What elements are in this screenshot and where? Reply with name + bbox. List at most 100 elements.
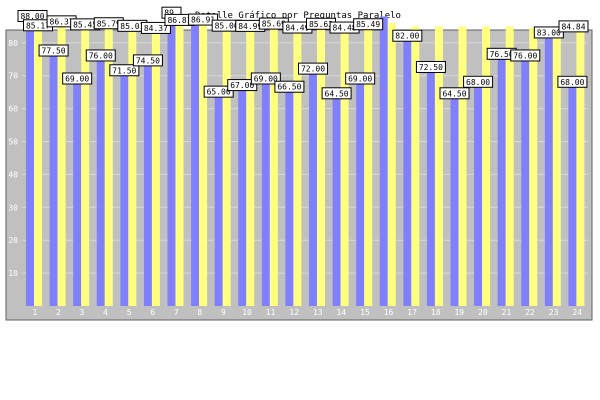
x-tick-label: 11 [266,308,276,317]
bar-series-2 [34,25,42,306]
bar-series-1 [191,16,200,306]
data-label: 86.81 [167,16,191,25]
bar-series-1 [474,82,483,306]
bar-series-1 [96,55,105,307]
bar-series-2 [458,26,467,306]
data-label-box [227,79,258,92]
bar-series-2 [128,26,137,306]
data-label: 84.84 [561,22,585,31]
bar-series-2 [269,24,278,307]
data-label-box [62,72,93,85]
x-tick-label: 13 [313,308,323,317]
bar-series-2 [151,28,160,306]
data-label: 68.00 [560,78,584,87]
data-label: 85.69 [262,20,286,29]
bar-series-1 [214,92,223,307]
data-label: 67.00 [230,81,254,90]
y-tick-label: 10 [8,269,18,278]
x-tick-label: 3 [80,308,85,317]
bar-series-1 [426,67,435,306]
x-tick-label: 9 [221,308,226,317]
bar-series-1 [356,78,365,307]
y-tick-label: 70 [8,72,18,81]
data-label-box [533,26,564,39]
bar-series-2 [576,26,585,306]
data-label: 85.79 [97,19,121,28]
data-label-box [250,72,281,85]
x-tick-label: 17 [407,308,417,317]
y-axis-ticks: 10 20 30 40 50 60 70 80 [8,39,18,278]
bar-series-2 [482,26,491,306]
data-label-box [132,54,163,67]
data-label: 89. [164,9,178,18]
data-label: 86.37 [50,17,74,26]
data-label: 72.50 [419,63,443,72]
data-label-box [558,20,589,33]
bar-series-2 [387,23,396,307]
y-tick-label: 40 [8,170,18,179]
data-label: 85.17 [26,21,50,30]
y-tick-label: 30 [8,203,18,212]
data-label: 71.50 [112,66,136,75]
x-tick-label: 4 [103,308,108,317]
y-tick-label: 60 [8,105,18,114]
x-tick-label: 15 [360,308,370,317]
data-label: 69.00 [65,74,89,83]
gridlines [22,42,588,274]
data-label: 66.50 [277,83,301,92]
data-label: 74.50 [136,56,160,65]
x-tick-label: 1 [32,308,37,317]
x-tick-label: 16 [384,308,394,317]
data-label-box [392,29,423,42]
bar-series-2 [175,20,184,306]
bar-series-1 [521,55,530,307]
data-label: 64.50 [442,89,466,98]
bar-series-2 [57,21,66,306]
x-tick-label: 5 [127,308,132,317]
data-label: 77.50 [42,47,66,56]
y-tick-label: 20 [8,236,18,245]
x-tick-label: 23 [549,308,559,317]
x-axis-ticks: 1 2 3 4 5 6 7 8 9 10 11 12 13 14 15 16 17 18 19 20 21 22 23 24 [32,308,582,317]
bar-series-2 [434,26,443,306]
bar-series-1 [49,51,58,307]
data-label: 76.00 [89,51,113,60]
bar-series-2 [411,26,420,306]
y-tick-label: 80 [8,39,18,48]
data-label: 76.50 [490,50,514,59]
x-tick-label: 24 [572,308,582,317]
x-tick-label: 2 [56,308,61,317]
x-tick-label: 7 [174,308,179,317]
bar-series-1 [332,93,341,306]
data-label: 68.00 [466,78,490,87]
bar-series-1 [261,78,270,307]
bar-series-2 [81,24,90,306]
data-label: 83.00 [537,28,561,37]
x-tick-label: 22 [525,308,535,317]
x-tick-label: 20 [478,308,488,317]
data-label-box [463,75,494,88]
bar-series-1 [26,16,34,306]
data-label-box [274,80,305,93]
bar-series-1 [73,78,82,307]
data-label: 85.63 [309,20,333,29]
bar-series-1 [285,87,294,306]
x-tick-label: 10 [242,308,252,317]
bar-series-2 [104,23,113,306]
x-tick-label: 21 [502,308,512,317]
bar-series-1 [403,36,412,306]
bar-series-1 [167,13,176,306]
bar-series-1 [120,70,129,306]
bar-series-2 [317,24,325,306]
data-label: 65.00 [207,88,231,97]
x-tick-label: 6 [150,308,155,317]
data-label-box [321,87,352,100]
x-tick-label: 19 [454,308,464,317]
chart-title: Detalle Gráfico por Preguntas Paralelo [195,11,401,21]
bar-series-2 [505,26,514,306]
data-label: 69.00 [254,74,278,83]
data-label-box [415,60,446,73]
bar-series-2 [529,27,538,306]
